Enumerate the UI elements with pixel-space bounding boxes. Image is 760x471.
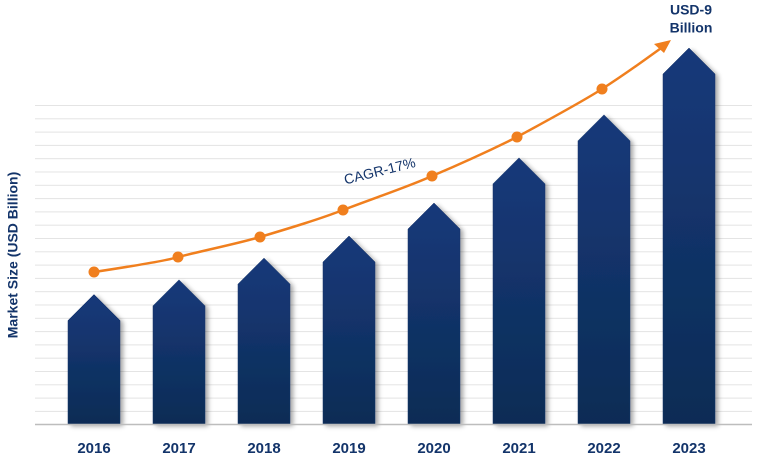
trend-dot [254,231,266,243]
x-tick-label: 2017 [162,440,195,457]
trend-dot [426,170,438,182]
trend-dot [337,204,349,216]
bar [662,47,716,425]
trend-dot [172,251,184,263]
y-axis-label: Market Size (USD Billion) [5,172,21,338]
x-tick-label: 2016 [77,440,110,457]
top-label: Billion [670,20,713,36]
bar [152,279,206,425]
trend-line [93,44,665,274]
bar [237,257,291,425]
cagr-trend [88,40,671,278]
trend-dot [596,83,608,95]
x-tick-label: 2021 [502,440,535,457]
bar [322,235,376,425]
bar [577,114,631,425]
x-tick-label: 2023 [672,440,705,457]
bar [407,202,461,425]
trend-arrowhead [654,40,671,53]
trend-dot [88,266,100,278]
x-tick-label: 2018 [247,440,280,457]
top-label: USD-9 [670,2,712,18]
trend-dot [511,131,523,143]
bars [67,47,716,425]
x-tick-label: 2019 [332,440,365,457]
x-tick-label: 2022 [587,440,620,457]
bar [492,157,546,425]
bar [67,294,121,425]
x-tick-label: 2020 [417,440,450,457]
